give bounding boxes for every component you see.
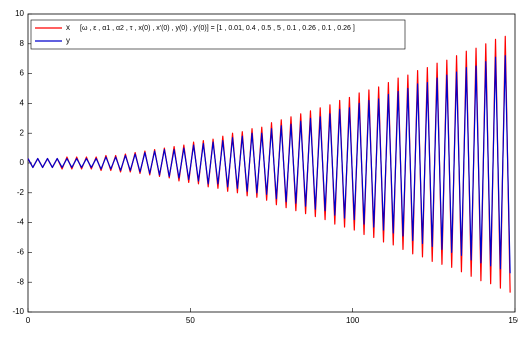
y-tick-label: -4	[17, 218, 25, 227]
y-tick-label: 0	[20, 158, 25, 167]
x-tick-label: 100	[346, 316, 360, 325]
axes-box	[27, 13, 516, 313]
y-tick-label: -6	[17, 248, 25, 257]
y-tick-label: -8	[17, 277, 25, 286]
x-tick-label: 50	[186, 316, 195, 325]
y-tick-label: 10	[15, 9, 24, 18]
legend-label: y	[66, 36, 70, 45]
y-tick-label: 4	[20, 99, 25, 108]
y-tick-label: 8	[20, 39, 25, 48]
y-tick-label: 2	[20, 128, 25, 137]
annotation: [ω , ε , α1 , α2 , τ , x(0) , x'(0) , y(…	[80, 25, 355, 32]
legend-box	[30, 19, 406, 50]
x-tick-label: 150	[508, 316, 518, 325]
y-tick-label: -2	[17, 188, 25, 197]
y-tick-label: 6	[20, 69, 25, 78]
x-tick-label: 0	[26, 316, 31, 325]
y-tick-label: -10	[12, 307, 24, 316]
series-line	[27, 55, 511, 274]
legend-label: x	[66, 23, 70, 32]
